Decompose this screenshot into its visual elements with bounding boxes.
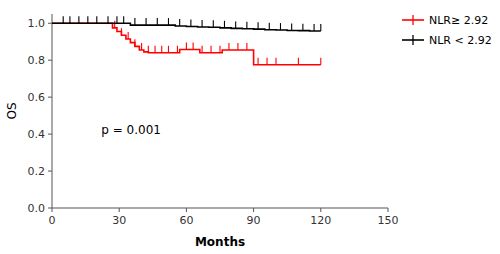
x-tick-label: 30	[112, 214, 126, 227]
censor-tick	[128, 32, 129, 39]
y-tick-label: 0.2	[28, 165, 46, 178]
censor-tick	[123, 16, 124, 23]
censor-tick	[258, 22, 259, 29]
censor-tick	[320, 24, 321, 31]
censor-tick	[314, 24, 315, 31]
censor-tick	[228, 43, 229, 50]
censor-tick	[87, 16, 88, 23]
censor-tick	[96, 16, 97, 23]
censor-tick	[78, 16, 79, 23]
y-tick	[48, 134, 52, 135]
censor-tick	[291, 23, 292, 30]
x-tick-label: 60	[179, 214, 193, 227]
censor-tick	[202, 20, 203, 27]
legend-swatch-marker	[412, 35, 413, 45]
x-axis-label: Months	[195, 235, 245, 249]
censor-tick	[107, 16, 108, 23]
censor-tick	[210, 46, 211, 53]
censor-tick	[280, 23, 281, 30]
censor-tick	[320, 58, 321, 65]
y-tick	[48, 97, 52, 98]
censor-tick	[179, 19, 180, 26]
y-tick-label: 0.4	[28, 128, 46, 141]
censor-tick	[134, 18, 135, 25]
censor-tick	[235, 21, 236, 28]
censor-tick	[154, 46, 155, 53]
x-tick	[186, 208, 187, 212]
censor-tick	[224, 21, 225, 28]
y-axis	[52, 14, 53, 208]
censor-tick	[161, 46, 162, 53]
censor-tick	[157, 18, 158, 25]
censor-tick	[177, 46, 178, 53]
plot-area	[52, 16, 321, 65]
censor-tick	[219, 46, 220, 53]
x-tick	[388, 208, 389, 212]
censor-tick	[114, 21, 115, 28]
legend-label: NLR≥ 2.92	[429, 14, 488, 27]
survival-line	[52, 23, 321, 31]
censor-tick	[246, 22, 247, 29]
censor-tick	[298, 58, 299, 65]
censor-tick	[116, 16, 117, 23]
y-tick-label: 0.8	[28, 54, 46, 67]
censor-tick	[246, 43, 247, 50]
x-tick-label: 150	[378, 214, 399, 227]
x-tick	[320, 208, 321, 212]
censor-tick	[193, 42, 194, 49]
survival-line	[52, 23, 321, 65]
censor-tick	[266, 58, 267, 65]
censor-tick	[168, 18, 169, 25]
censor-tick	[69, 16, 70, 23]
y-tick	[48, 171, 52, 172]
x-tick	[52, 208, 53, 212]
censor-tick	[302, 24, 303, 31]
censor-tick	[121, 28, 122, 35]
censor-tick	[141, 43, 142, 50]
y-tick-label: 0.6	[28, 91, 46, 104]
censor-tick	[134, 39, 135, 46]
censor-tick	[202, 46, 203, 53]
y-tick	[48, 60, 52, 61]
annotation: p = 0.001	[101, 123, 161, 137]
y-tick-label: 1.0	[28, 17, 46, 30]
censor-tick	[269, 23, 270, 30]
x-axis	[52, 208, 388, 209]
censor-tick	[237, 43, 238, 50]
y-tick	[48, 23, 52, 24]
x-tick-label: 0	[49, 214, 56, 227]
legend-label: NLR < 2.92	[429, 34, 492, 47]
censor-tick	[148, 46, 149, 53]
censor-tick	[146, 18, 147, 25]
y-tick-label: 0.0	[28, 202, 46, 215]
legend-swatch-marker	[412, 15, 413, 25]
x-tick-label: 120	[310, 214, 331, 227]
censor-tick	[63, 16, 64, 23]
censor-tick	[213, 20, 214, 27]
x-tick	[119, 208, 120, 212]
chart: 0.0 0.2 0.4 0.6 0.8 1.0 0 30 60 90 120 150 Months OS p…	[0, 0, 500, 254]
x-tick	[253, 208, 254, 212]
censor-tick	[168, 46, 169, 53]
y-tick	[48, 208, 52, 209]
censor-tick	[186, 42, 187, 49]
censor-tick	[258, 58, 259, 65]
x-tick-label: 90	[247, 214, 261, 227]
y-axis-label: OS	[5, 102, 19, 119]
censor-tick	[275, 58, 276, 65]
censor-tick	[190, 20, 191, 27]
